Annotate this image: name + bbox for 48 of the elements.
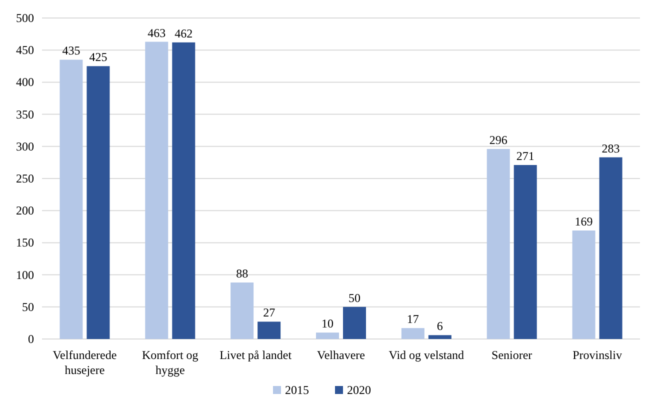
bar [230, 282, 254, 339]
x-tick-label: Vid og velstand [388, 348, 464, 362]
data-label: 271 [516, 149, 534, 164]
bar [343, 306, 366, 339]
y-tick-label: 500 [16, 11, 34, 25]
y-tick-label: 50 [22, 300, 34, 314]
legend-label: 2020 [347, 383, 371, 397]
y-tick-label: 100 [16, 268, 34, 282]
y-tick-label: 350 [16, 107, 34, 122]
bar [172, 42, 196, 339]
bar [599, 157, 622, 339]
bar [316, 332, 339, 339]
y-tick-label: 200 [16, 204, 34, 218]
bar [572, 230, 596, 339]
y-tick-label: 300 [16, 139, 34, 154]
data-label: 462 [174, 26, 193, 40]
bar [428, 335, 452, 339]
bar [514, 165, 537, 339]
bar [486, 148, 510, 339]
y-tick-label: 250 [16, 172, 34, 186]
y-tick-label: 150 [16, 236, 34, 250]
data-label: 463 [148, 26, 166, 40]
data-label: 88 [236, 266, 248, 281]
bar [145, 42, 168, 339]
data-label: 425 [89, 50, 108, 64]
data-label: 50 [348, 290, 360, 305]
data-label: 6 [436, 319, 443, 334]
bar [86, 66, 110, 339]
data-label: 27 [263, 306, 276, 320]
x-tick-label: Livet på landet [220, 348, 292, 362]
x-tick-label: Provinsliv [572, 348, 622, 362]
x-tick-label: Velfunderede husejere [52, 348, 117, 377]
bar [60, 60, 83, 339]
y-tick-label: 400 [16, 75, 34, 90]
data-label: 169 [574, 214, 593, 228]
data-label: 283 [602, 141, 620, 156]
x-tick-label: Velhavere [317, 348, 365, 362]
data-label: 435 [62, 44, 80, 58]
x-tick-label: Seniorer [492, 348, 532, 362]
data-label: 296 [489, 132, 508, 147]
data-label: 17 [406, 312, 419, 326]
legend-label: 2015 [285, 383, 309, 397]
bar [258, 322, 281, 339]
bar [401, 328, 424, 339]
data-label: 10 [322, 316, 334, 331]
y-tick-label: 450 [16, 43, 34, 58]
y-tick-label: 0 [28, 332, 34, 346]
x-tick-label: Komfort og hygge [142, 348, 198, 377]
